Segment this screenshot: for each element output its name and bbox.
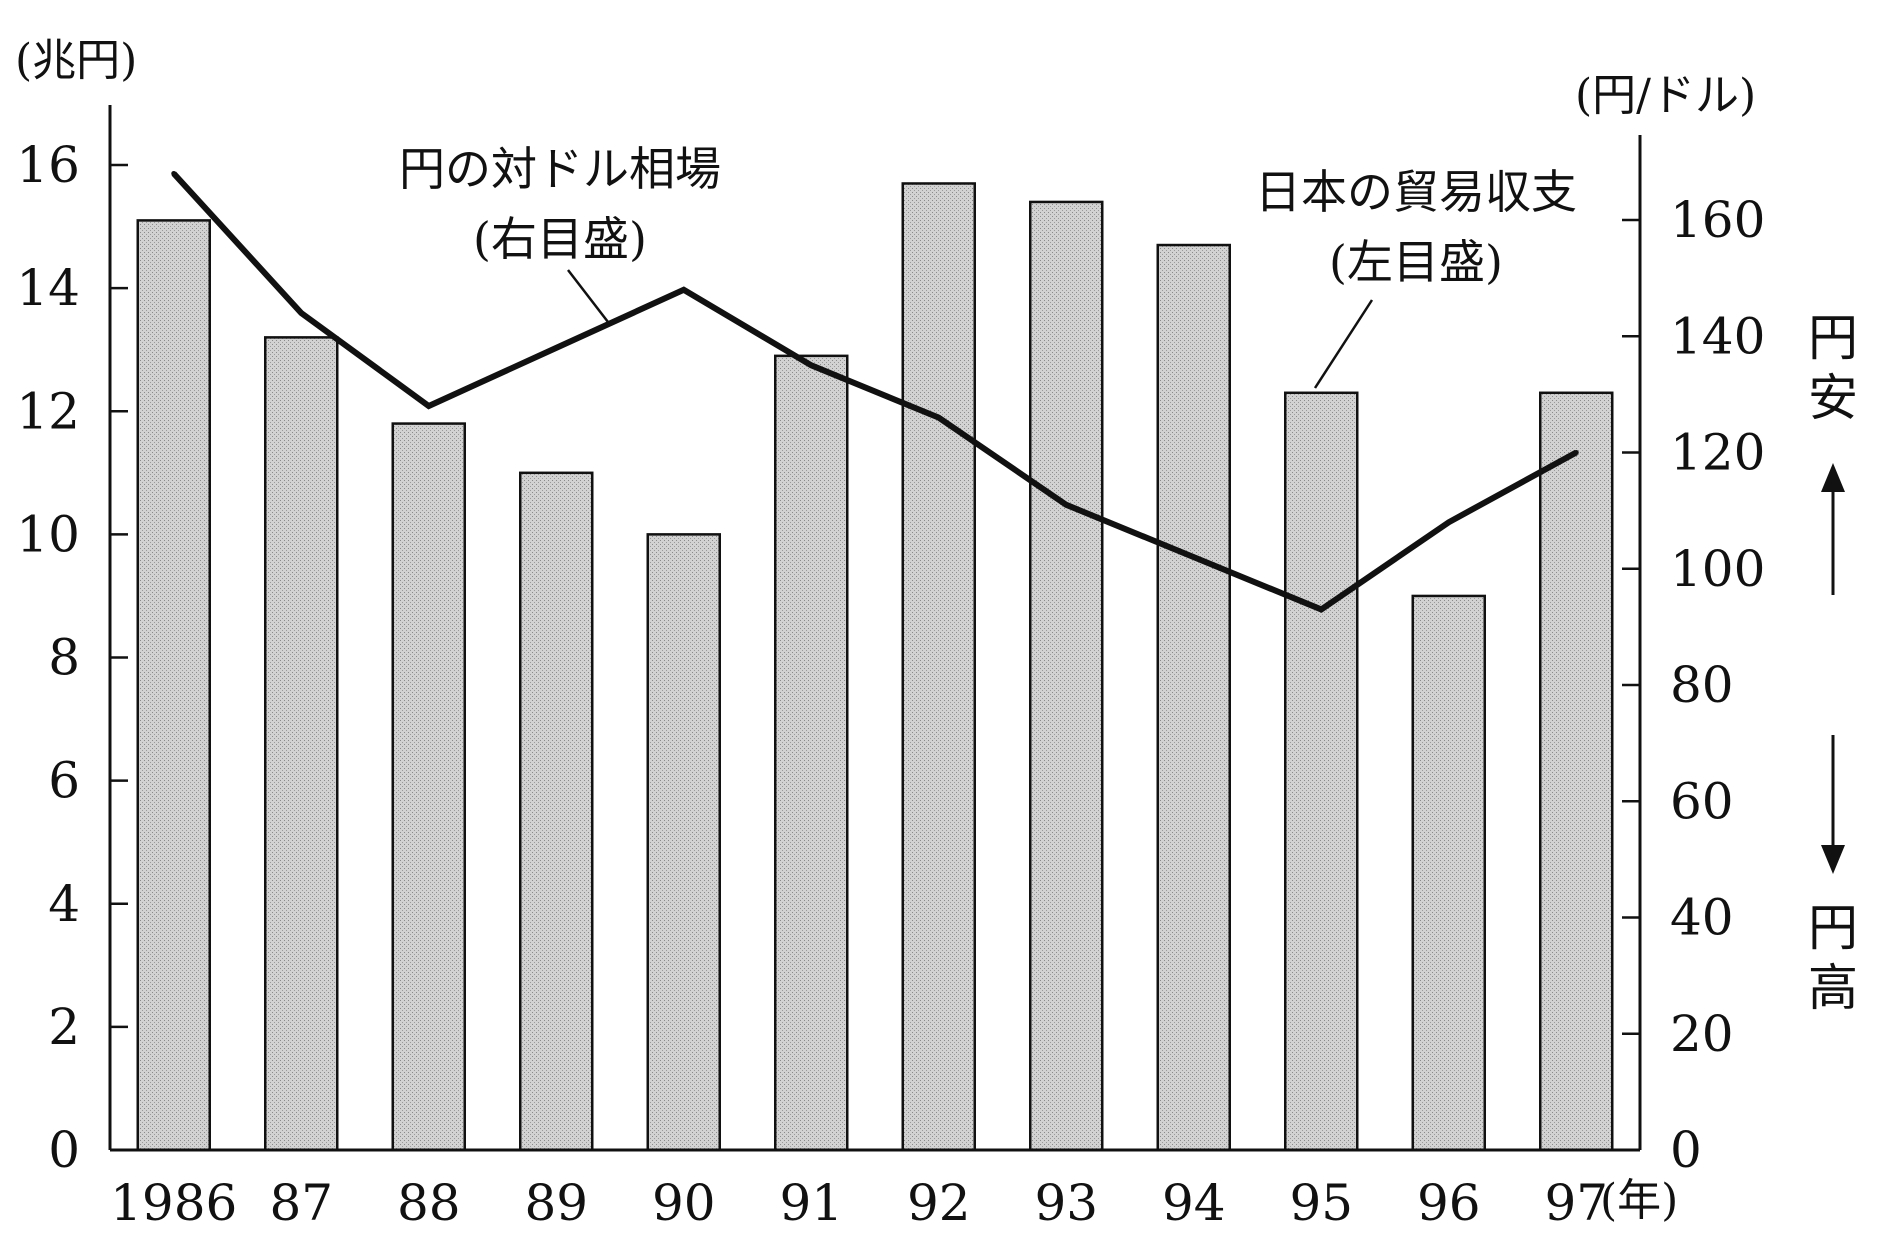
right-tick-label-100: 100	[1670, 540, 1765, 598]
x-tick-label-94: 94	[1162, 1174, 1226, 1232]
line-point-96	[1446, 519, 1452, 525]
side-label-up-1: 円	[1808, 309, 1858, 367]
bar-96	[1411, 594, 1486, 1152]
x-tick-label-96: 96	[1417, 1174, 1481, 1232]
left-tick-label-12: 12	[16, 382, 80, 440]
line-point-88	[426, 403, 432, 409]
bar-annotation-line1: 日本の貿易収支	[1255, 165, 1577, 219]
line-point-93	[1063, 502, 1069, 508]
left-tick-label-4: 4	[48, 875, 80, 933]
bar-94	[1156, 243, 1231, 1152]
bar-95	[1284, 391, 1359, 1152]
bar-87	[264, 336, 339, 1152]
bar-93	[1029, 200, 1104, 1152]
x-tick-label-88: 88	[397, 1174, 461, 1232]
x-tick-label-91: 91	[779, 1174, 843, 1232]
bar-annotation-leader	[1313, 299, 1374, 389]
right-tick-label-20: 20	[1670, 1005, 1734, 1063]
x-axis-unit: (年)	[1600, 1175, 1678, 1226]
line-annotation-line2: (右目盛)	[473, 212, 647, 266]
right-axis-unit: (円/ドル)	[1575, 70, 1756, 121]
line-point-91	[808, 362, 814, 368]
bar-89	[519, 471, 594, 1152]
left-tick-label-16: 16	[16, 136, 80, 194]
bar-92	[901, 182, 976, 1152]
side-label-down-2: 高	[1808, 959, 1858, 1017]
side-label-down-1: 円	[1808, 899, 1858, 957]
line-point-92	[936, 415, 942, 421]
line-annotation-line1: 円の対ドル相場	[399, 142, 721, 196]
x-tick-label-87: 87	[269, 1174, 333, 1232]
side-label-up-2: 安	[1808, 369, 1858, 427]
arrow-down-icon	[1821, 735, 1845, 874]
bar-91	[774, 354, 849, 1152]
right-tick-label-40: 40	[1670, 889, 1734, 947]
x-tick-label-97: 97	[1544, 1174, 1608, 1232]
right-tick-label-60: 60	[1670, 772, 1734, 830]
bar-88	[391, 422, 466, 1152]
left-tick-label-10: 10	[16, 505, 80, 563]
line-series	[171, 171, 1579, 613]
x-tick-label-90: 90	[652, 1174, 716, 1232]
left-tick-label-2: 2	[48, 998, 80, 1056]
bar-97	[1539, 391, 1614, 1152]
axes	[108, 105, 1642, 1152]
left-axis-unit: (兆円)	[15, 35, 137, 86]
line-point-94	[1191, 554, 1197, 560]
right-tick-label-120: 120	[1670, 424, 1765, 482]
right-tick-label-0: 0	[1670, 1121, 1702, 1179]
line-point-89	[553, 345, 559, 351]
left-tick-label-6: 6	[48, 752, 80, 810]
left-tick-label-8: 8	[48, 629, 80, 687]
x-tick-label-1986: 1986	[110, 1174, 237, 1232]
x-tick-label-92: 92	[907, 1174, 971, 1232]
x-tick-label-93: 93	[1034, 1174, 1098, 1232]
bar-annotation-line2: (左目盛)	[1329, 235, 1503, 289]
x-tick-label-89: 89	[524, 1174, 588, 1232]
bar-series	[136, 182, 1614, 1152]
line-annotation-leader	[567, 269, 609, 323]
line-point-97	[1573, 450, 1579, 455]
line-point-90	[681, 287, 687, 293]
right-tick-label-140: 140	[1670, 307, 1765, 365]
right-tick-label-80: 80	[1670, 656, 1734, 714]
left-tick-label-0: 0	[48, 1121, 80, 1179]
exchange-rate-line	[171, 171, 1578, 613]
line-point-1986	[171, 171, 177, 176]
right-tick-label-160: 160	[1670, 191, 1765, 249]
line-point-95	[1318, 606, 1324, 612]
left-tick-label-14: 14	[16, 259, 80, 317]
bar-1986	[136, 219, 211, 1152]
x-tick-label-95: 95	[1289, 1174, 1353, 1232]
bar-90	[646, 533, 721, 1152]
arrow-up-icon	[1821, 463, 1845, 595]
line-point-87	[298, 310, 304, 316]
